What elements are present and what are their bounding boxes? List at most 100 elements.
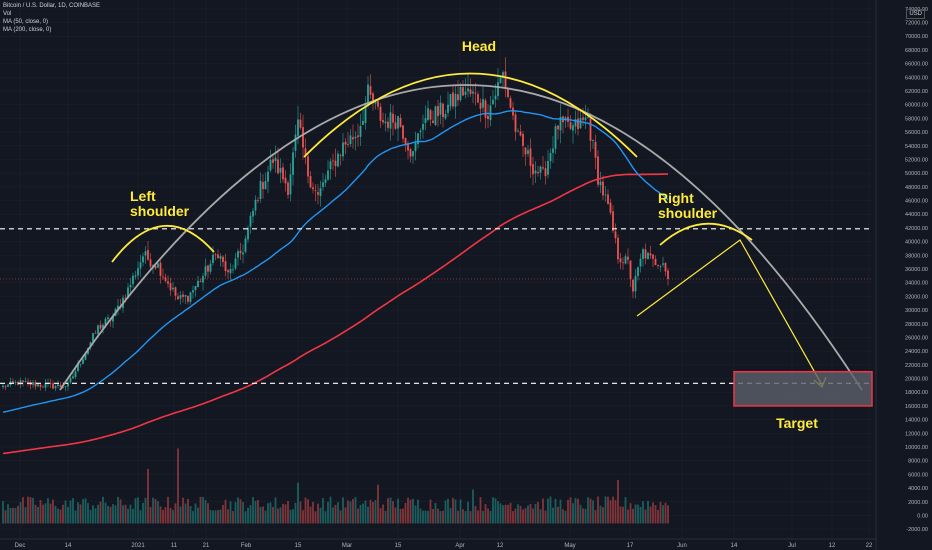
candle-body [522, 134, 524, 146]
candle-body [354, 136, 357, 139]
volume-bar [464, 511, 467, 524]
volume-bar [169, 507, 172, 524]
candle-body [554, 126, 557, 149]
volume-bar [599, 505, 602, 524]
currency-tag[interactable]: USD [906, 9, 925, 19]
volume-bar [154, 499, 157, 524]
candle-body [552, 148, 554, 153]
volume-bar [522, 509, 524, 524]
candle-body [277, 159, 279, 174]
candle-body [127, 287, 129, 299]
candle-body [14, 382, 17, 383]
candle-body [542, 167, 544, 169]
volume-bar [564, 510, 567, 524]
volume-bar [89, 510, 92, 524]
time-tick-label: 12 [829, 543, 836, 549]
volume-bar [369, 499, 372, 524]
candle-body [577, 118, 579, 129]
annotation-line: shoulder [658, 205, 718, 221]
volume-bar [32, 497, 34, 524]
candle-body [314, 190, 317, 191]
candle-body [622, 262, 624, 264]
candle-body [342, 142, 344, 157]
price-tick-label: 58000.00 [905, 116, 928, 122]
candle-body [649, 253, 652, 256]
volume-bar [489, 510, 492, 524]
volume-bar [542, 498, 544, 524]
candle-body [629, 260, 632, 280]
volume-bar [514, 508, 517, 524]
candle-body [49, 382, 52, 384]
candle-body [579, 117, 582, 129]
price-tick-label: 60000.00 [905, 103, 928, 109]
volume-bar [239, 499, 242, 524]
volume-bar [324, 511, 327, 524]
candle-body [129, 284, 132, 288]
volume-bar [194, 503, 197, 524]
candle-body [632, 279, 634, 292]
volume-bar [607, 496, 609, 524]
candle-body [217, 254, 219, 259]
volume-bar [327, 501, 329, 524]
candle-body [214, 254, 217, 256]
volume-bar [284, 504, 287, 524]
volume-bar [639, 506, 642, 524]
volume-bar [622, 506, 624, 524]
candle-body [627, 256, 629, 260]
candle-body [349, 135, 352, 145]
candle-body [587, 117, 589, 118]
candle-body [407, 143, 409, 151]
volume-bar [424, 510, 427, 524]
volume-bar [224, 499, 227, 524]
volume-bar [409, 499, 412, 524]
candle-body [502, 72, 504, 77]
volume-bar [307, 499, 309, 524]
volume-bar [379, 508, 382, 524]
candle-body [617, 237, 619, 260]
candle-body [139, 262, 142, 269]
volume-bar [72, 498, 74, 524]
volume-bar [649, 506, 652, 524]
time-axis[interactable]: Dec 14 2021 11 21 Feb 15 Mar 15 Apr 12 May 17 Jun 14 Ju… [0, 538, 876, 549]
candle-body [259, 180, 262, 199]
candle-body [427, 108, 429, 120]
volume-bar [134, 498, 137, 524]
volume-bar [264, 510, 267, 524]
candle-body [557, 125, 559, 130]
time-tick-label: 17 [627, 543, 634, 549]
time-tick-label: Dec [15, 543, 26, 549]
price-axis[interactable]: 74000.0072000.0070000.0068000.0066000.00… [875, 0, 932, 550]
volume-bar [527, 505, 529, 524]
head-arc [303, 72, 638, 158]
candle-body [322, 182, 324, 188]
volume-bar [444, 500, 447, 524]
candle-body [59, 384, 62, 387]
candle-body [292, 152, 294, 175]
volume-bar [119, 499, 122, 524]
candle-body [42, 386, 44, 388]
candle-body [662, 263, 664, 265]
volume-bar [69, 500, 72, 524]
candle-body [194, 285, 197, 291]
price-tick-label: 52000.00 [905, 157, 928, 163]
candle-body [657, 265, 659, 266]
candle-body [234, 258, 237, 269]
volume-bar [209, 510, 212, 524]
volume-bar [442, 510, 444, 524]
volume-bar [662, 505, 664, 524]
volume-bar [232, 511, 234, 524]
candle-body [2, 385, 4, 388]
volume-bar [109, 506, 112, 524]
price-axis-background [876, 0, 932, 550]
candle-body [312, 187, 314, 190]
volume-bar [654, 505, 657, 524]
candle-body [469, 89, 472, 94]
volume-bar [87, 503, 89, 524]
volume-bar [412, 498, 414, 524]
price-tick-label: 56000.00 [905, 130, 928, 136]
candle-body [442, 103, 444, 118]
volume-bar [272, 506, 274, 524]
volume-bar [644, 509, 647, 524]
